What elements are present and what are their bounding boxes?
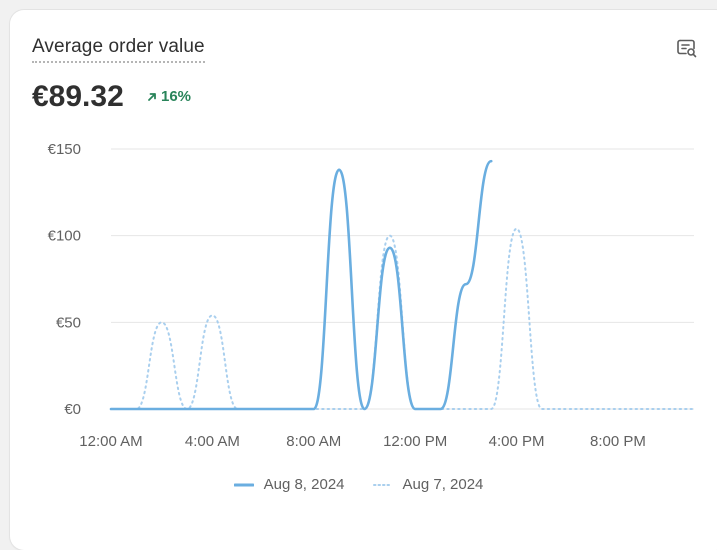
- x-tick-label: 4:00 AM: [185, 433, 240, 450]
- x-axis: 12:00 AM 4:00 AM 8:00 AM 12:00 PM 4:00 PM 8:0…: [79, 433, 646, 450]
- arrow-up-right-icon: [148, 93, 156, 101]
- x-tick-label: 12:00 AM: [79, 433, 142, 450]
- card-title[interactable]: Average order value: [32, 36, 205, 63]
- search-chart-icon: [677, 39, 697, 58]
- legend-item-previous[interactable]: Aug 7, 2024: [372, 476, 484, 493]
- legend-item-current[interactable]: Aug 8, 2024: [233, 476, 345, 493]
- y-axis: €0 €50 €100 €150: [48, 141, 81, 418]
- x-tick-label: 8:00 AM: [286, 433, 341, 450]
- legend-dotted-swatch: [372, 483, 393, 486]
- y-tick-label: €50: [56, 314, 81, 331]
- insights-button[interactable]: [674, 35, 700, 61]
- x-tick-label: 12:00 PM: [383, 433, 447, 450]
- legend-label-previous: Aug 7, 2024: [402, 476, 484, 493]
- legend-solid-swatch: [233, 483, 254, 486]
- y-tick-label: €100: [48, 228, 81, 245]
- x-tick-label: 8:00 PM: [590, 433, 646, 450]
- metric-value: €89.32: [32, 80, 124, 113]
- change-percent: 16%: [161, 88, 192, 105]
- average-order-value-card: Average order value €89.32 16%: [10, 10, 717, 550]
- change-badge: 16%: [146, 88, 191, 106]
- x-tick-label: 4:00 PM: [489, 433, 545, 450]
- chart-legend: Aug 8, 2024 Aug 7, 2024: [0, 476, 717, 493]
- y-tick-label: €150: [48, 141, 81, 158]
- line-chart: €0€50€100€150 12:00 AM 4:00 AM 8:00 AM 12:0…: [48, 141, 695, 450]
- legend-label-current: Aug 8, 2024: [263, 476, 345, 493]
- chart-series: [109, 159, 695, 411]
- y-tick-label: €0: [64, 401, 81, 418]
- series-line-current: [109, 159, 493, 411]
